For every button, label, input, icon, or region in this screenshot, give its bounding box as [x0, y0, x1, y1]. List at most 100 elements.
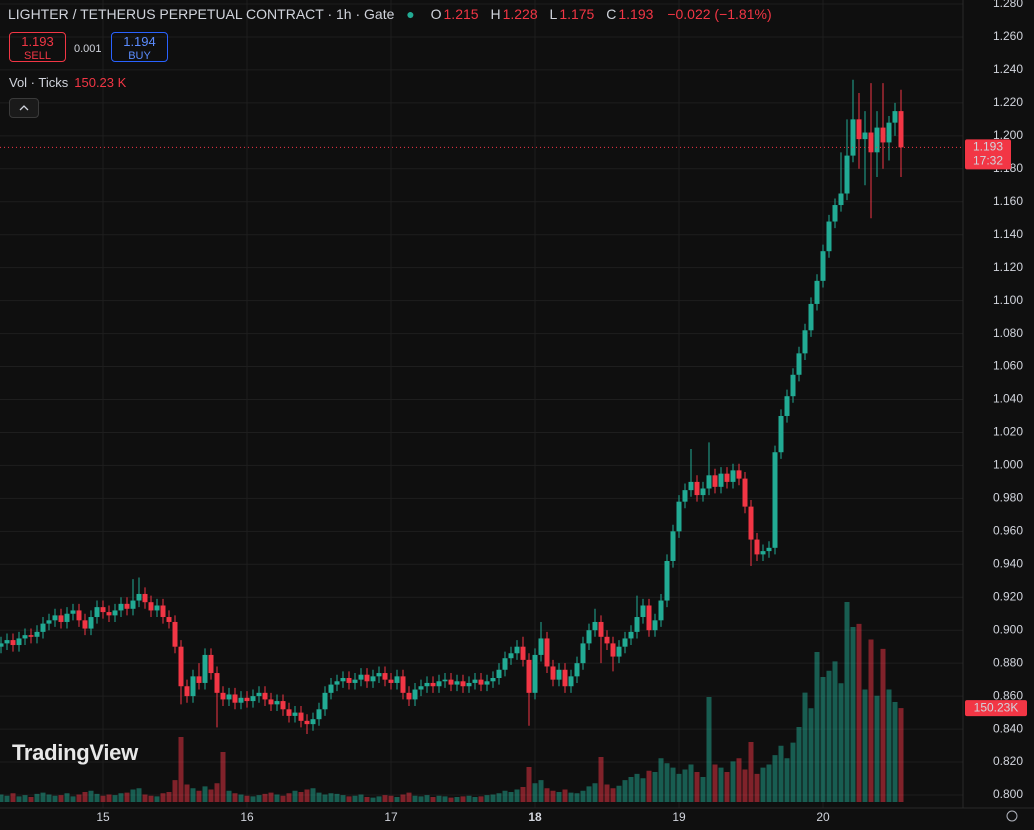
volume-bar: [652, 772, 658, 802]
candle-body: [388, 679, 394, 683]
volume-bar: [238, 794, 244, 802]
candle-body: [538, 638, 544, 655]
candle-body: [736, 470, 742, 479]
volume-bar: [568, 792, 574, 802]
volume-bar: [574, 793, 580, 802]
candle-body: [94, 607, 100, 618]
volume-bar: [100, 795, 106, 802]
buy-price: 1.194: [123, 34, 156, 49]
volume-bar: [682, 769, 688, 802]
candle-body: [634, 617, 640, 632]
x-tick-label: 16: [240, 810, 254, 824]
candle-body: [724, 473, 730, 482]
candle-body: [490, 677, 496, 682]
ohlc-value: 1.175: [559, 6, 595, 22]
volume-bar: [340, 795, 346, 802]
candle-body: [718, 473, 724, 487]
candle-body: [136, 593, 142, 601]
candle-body: [562, 669, 568, 687]
volume-legend: Vol · Ticks 150.23 K: [9, 75, 126, 90]
candle-body: [544, 638, 550, 667]
candle-body: [610, 643, 616, 657]
candle-body: [250, 696, 256, 702]
candle-body: [232, 694, 238, 703]
volume-bar: [124, 792, 130, 802]
volume-bar: [412, 795, 418, 802]
x-tick-label: 15: [96, 810, 110, 824]
candle-body: [238, 697, 244, 703]
volume-bar: [316, 792, 322, 802]
candle-body: [790, 374, 796, 397]
candle-body: [586, 630, 592, 644]
candle-body: [868, 132, 874, 153]
candle-body: [430, 682, 436, 687]
candle-body: [286, 709, 292, 716]
candle-body: [658, 600, 664, 621]
candle-body: [292, 712, 298, 716]
status-dot: ●: [406, 6, 415, 22]
candle-body: [334, 681, 340, 685]
volume-bar: [76, 794, 82, 802]
candle-body: [652, 620, 658, 631]
volume-bar: [250, 796, 256, 802]
candle-body: [106, 612, 112, 616]
candle-body: [646, 605, 652, 631]
volume-bar: [40, 792, 46, 802]
candle-body: [346, 677, 352, 683]
y-tick-label: 0.940: [993, 556, 1023, 570]
volume-bar: [544, 788, 550, 802]
candle-body: [220, 692, 226, 700]
volume-bar: [280, 795, 286, 802]
x-tick-label: 17: [384, 810, 398, 824]
candle-body: [28, 635, 34, 637]
volume-bar: [136, 788, 142, 802]
volume-bar: [868, 639, 874, 802]
candle-body: [844, 155, 850, 194]
volume-bar: [472, 797, 478, 802]
y-tick-label: 0.920: [993, 589, 1023, 603]
candle-body: [580, 643, 586, 664]
y-tick-label: 1.120: [993, 260, 1023, 274]
candle-body: [688, 481, 694, 491]
volume-bar: [874, 695, 880, 802]
collapse-button[interactable]: [9, 98, 39, 118]
buy-button[interactable]: 1.194 BUY: [111, 32, 168, 62]
volume-bar: [604, 784, 610, 802]
y-tick-label: 1.140: [993, 227, 1023, 241]
volume-bar: [364, 797, 370, 802]
volume-bar: [334, 793, 340, 802]
candle-body: [754, 539, 760, 555]
volume-bar: [844, 602, 850, 802]
candle-body: [622, 638, 628, 647]
candle-body: [148, 602, 154, 611]
candle-body: [160, 605, 166, 618]
candle-body: [154, 605, 160, 611]
volume-bar: [562, 789, 568, 802]
y-tick-label: 0.960: [993, 524, 1023, 538]
candle-body: [208, 654, 214, 674]
candle-body: [118, 603, 124, 611]
candle-body: [772, 452, 778, 548]
volume-bar: [430, 797, 436, 802]
header: LIGHTER / TETHERUS PERPETUAL CONTRACT · …: [8, 6, 774, 22]
buy-label: BUY: [128, 50, 151, 62]
volume-bar: [148, 795, 154, 802]
x-tick-label: 20: [816, 810, 830, 824]
candle-body: [550, 666, 556, 680]
sell-button[interactable]: 1.193 SELL: [9, 32, 66, 62]
candle-body: [184, 686, 190, 697]
candle-body: [466, 682, 472, 687]
volume-bar: [418, 796, 424, 802]
volume-bar: [622, 780, 628, 802]
volume-bar: [436, 795, 442, 802]
volume-bar: [94, 793, 100, 802]
collapse-icon: [19, 105, 29, 111]
volume-bar: [886, 689, 892, 802]
candle-body: [730, 470, 736, 482]
volume-bar: [448, 797, 454, 802]
candle-body: [532, 654, 538, 693]
volume-bar: [802, 692, 808, 802]
candle-body: [34, 631, 40, 637]
candle-body: [856, 119, 862, 140]
